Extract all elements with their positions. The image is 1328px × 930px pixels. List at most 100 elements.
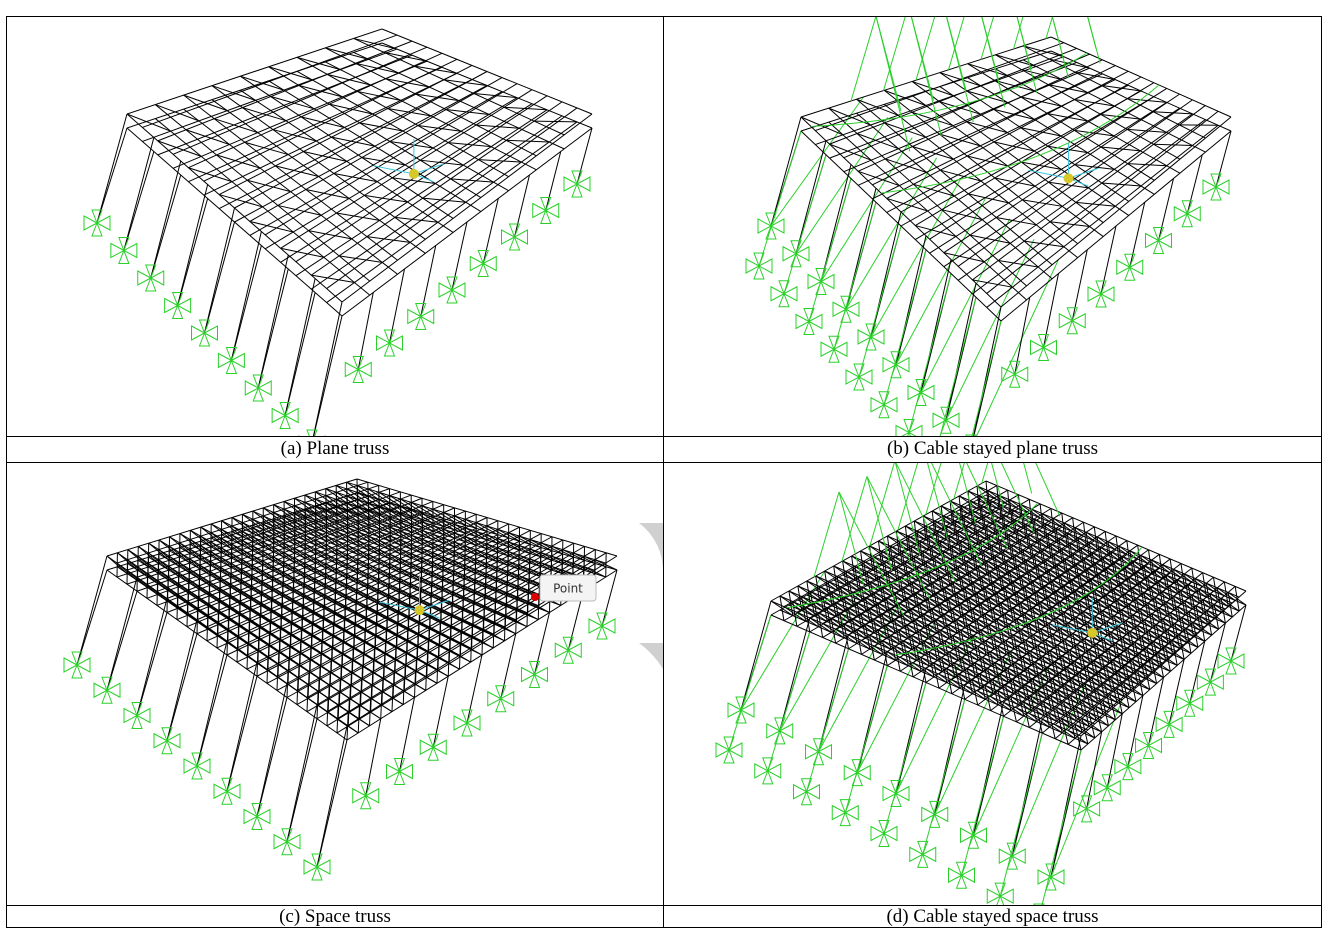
roof-brace <box>186 130 230 145</box>
column <box>1231 605 1246 661</box>
support <box>345 357 371 383</box>
column <box>433 676 448 747</box>
cable <box>809 179 851 322</box>
column <box>312 302 342 436</box>
column <box>151 175 181 278</box>
support <box>1074 796 1100 822</box>
column <box>921 260 951 393</box>
roof-brace <box>1192 568 1196 592</box>
roof-brace <box>857 134 898 149</box>
cable <box>896 199 985 365</box>
column <box>1130 202 1145 267</box>
origin-marker <box>1087 628 1097 638</box>
column <box>1012 719 1042 856</box>
support <box>165 293 191 319</box>
support <box>555 637 581 663</box>
support <box>794 779 820 805</box>
column <box>1187 155 1202 214</box>
caption-cell: (b) Cable stayed plane truss <box>664 437 1321 463</box>
column <box>167 634 197 741</box>
cable <box>909 274 951 433</box>
support <box>846 364 872 390</box>
roof-brace <box>357 91 400 100</box>
roof-brace <box>1214 577 1218 602</box>
watermark <box>639 523 663 573</box>
support <box>1174 201 1200 227</box>
image-cell: Point <box>7 463 664 906</box>
cable <box>796 117 888 253</box>
roof-brace <box>1048 85 1088 93</box>
column <box>107 591 137 690</box>
support <box>192 320 218 346</box>
cable <box>876 17 901 111</box>
roof-brace <box>386 79 429 87</box>
page: {"figures": [ {"caption": "(a) Plane tru… <box>0 0 1328 930</box>
support <box>589 613 615 639</box>
cable <box>811 53 1087 127</box>
support <box>299 430 325 436</box>
column <box>124 138 154 251</box>
cable <box>834 202 876 349</box>
support <box>138 265 164 291</box>
support <box>274 829 300 855</box>
support <box>387 759 413 785</box>
column <box>97 128 127 223</box>
mast <box>884 17 909 91</box>
support <box>796 309 822 335</box>
caption: (a) Plane truss <box>281 438 390 459</box>
support <box>272 403 298 429</box>
caption: (b) Cable stayed plane truss <box>887 438 1098 459</box>
roof-brace <box>336 213 379 220</box>
column <box>390 269 405 343</box>
origin-marker <box>409 169 419 179</box>
roof-brace <box>1154 144 1193 145</box>
support <box>1218 648 1244 674</box>
cable <box>962 716 1004 875</box>
image-cell <box>7 17 664 437</box>
roof-brace <box>354 38 397 49</box>
support <box>244 804 270 830</box>
roof-brace <box>1128 164 1167 166</box>
support <box>353 783 379 809</box>
roof-brace <box>188 168 231 182</box>
mast <box>1046 17 1071 39</box>
origin-marker <box>1064 173 1074 183</box>
support <box>420 734 446 760</box>
column <box>197 641 227 766</box>
roof-brace <box>1235 586 1239 611</box>
roof-brace <box>1224 582 1228 607</box>
column <box>501 634 516 699</box>
support <box>454 710 480 736</box>
support <box>832 800 858 826</box>
caption-cell: (c) Space truss <box>7 906 664 927</box>
roof-brace <box>1021 97 1061 106</box>
column <box>780 618 810 731</box>
column <box>546 152 561 211</box>
column <box>258 255 288 388</box>
support <box>522 662 548 688</box>
cable <box>884 683 926 834</box>
roof-brace <box>299 85 342 96</box>
support <box>755 758 781 784</box>
support <box>821 336 847 362</box>
support <box>304 854 330 880</box>
caption: (c) Space truss <box>279 906 391 927</box>
column <box>97 114 127 223</box>
cable <box>729 615 771 750</box>
column <box>231 232 261 361</box>
support <box>949 862 975 888</box>
cable <box>839 492 904 616</box>
column <box>167 620 197 741</box>
support <box>771 281 797 307</box>
column <box>1159 179 1174 241</box>
column <box>467 655 482 723</box>
cable <box>884 250 926 405</box>
support <box>214 778 240 804</box>
roof-brace <box>451 179 494 182</box>
column <box>1210 623 1225 682</box>
roof-brace <box>329 104 372 114</box>
column <box>227 662 257 791</box>
cable-space-truss-drawing <box>664 463 1321 905</box>
support <box>1059 308 1085 334</box>
support <box>124 703 150 729</box>
